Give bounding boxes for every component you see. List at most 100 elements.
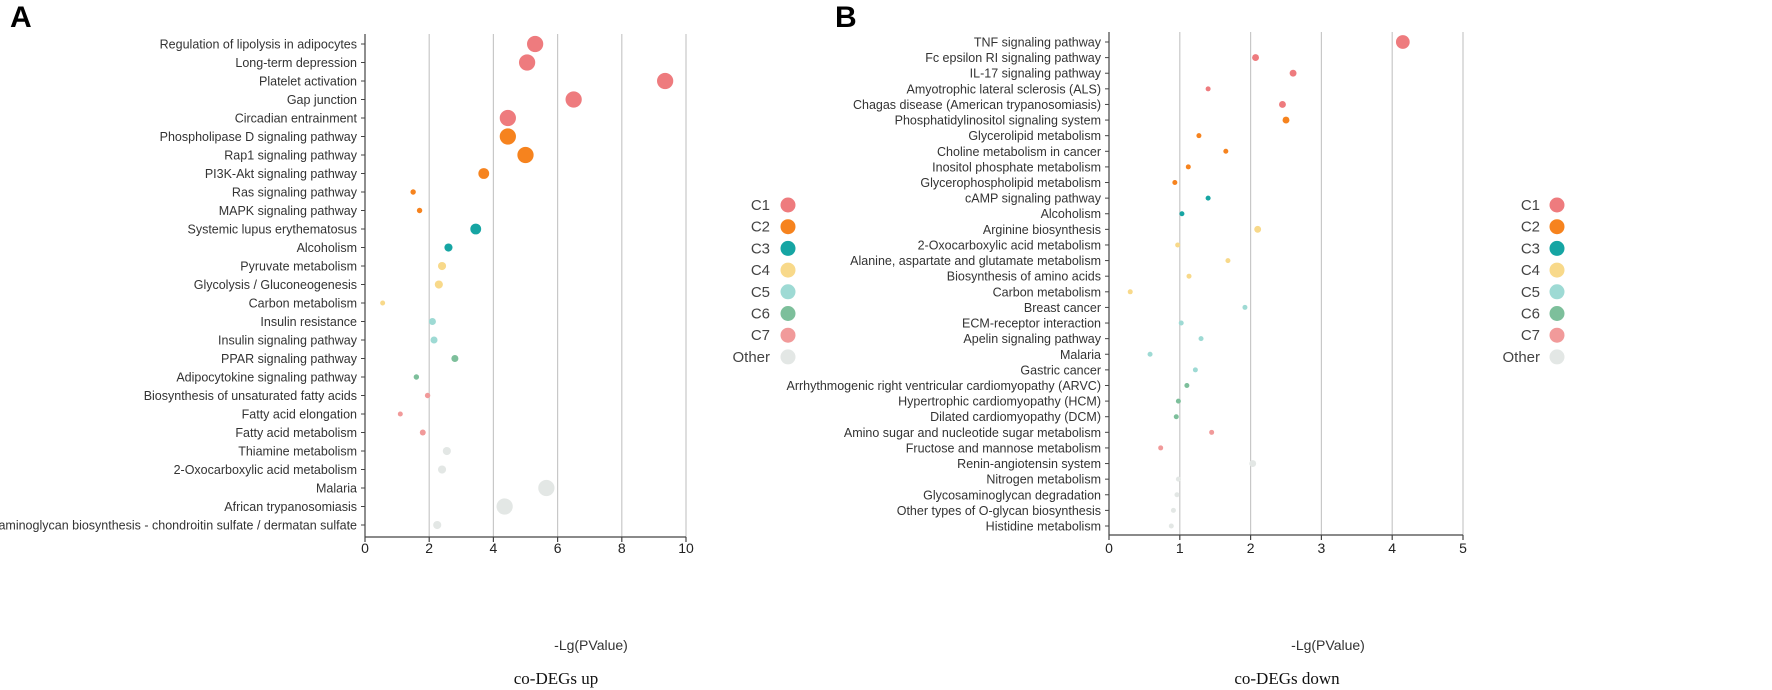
panel-b-point-breast-cancer [1242,304,1248,310]
panel-a-category-label: Biosynthesis of unsaturated fatty acids [144,389,357,403]
panel-b-legend-swatch-c7 [1549,327,1565,343]
panel-a-category-label: Thiamine metabolism [238,445,357,459]
panel-b-category-label: Other types of O-glycan biosynthesis [897,504,1101,518]
panel-a-legend-label-c2: C2 [751,219,770,236]
panel-b-category-label: Biosynthesis of amino acids [947,270,1101,284]
panel-b-point-fructose-and-mannose-metabolism [1158,445,1164,451]
panel-b-category-label: Glycerophospholipid metabolism [920,176,1101,190]
panel-a-category-label: Ras signaling pathway [232,186,358,200]
panel-a-point-2-oxocarboxylic-acid-metabolism [437,465,447,474]
panel-a-legend-swatch-c3 [780,240,796,256]
panel-b-point-2-oxocarboxylic-acid-metabolism [1175,242,1181,248]
panel-b-category-label: Phosphatidylinositol signaling system [895,114,1101,128]
panel-a-point-gap-junction [565,91,582,108]
panel-a-point-african-trypanosomiasis [496,498,513,515]
panel-a-legend-label-c3: C3 [751,240,770,257]
panel-a-point-thiamine-metabolism [442,446,451,456]
panel-a-point-rap1-signaling-pathway [517,146,534,164]
panel-a-category-label: African trypanosomiasis [224,500,357,514]
panel-b-category-label: Apelin signaling pathway [963,332,1101,346]
panel-b-point-arginine-biosynthesis [1254,225,1262,233]
panel-b-legend-swatch-other [1549,349,1565,365]
panel-a-category-label: Platelet activation [259,75,357,89]
panel-a-legend-swatch-c5 [780,284,796,300]
panel-b-point-hypertrophic-cardiomyopathy-hcm [1175,398,1181,404]
panel-a-legend-swatch-c2 [780,219,796,235]
panel-b-letter: B [835,1,857,34]
panel-a-category-label: Insulin resistance [260,315,357,329]
panel-b-subtitle: co-DEGs down [1234,669,1340,688]
panel-a-category-label: Alcoholism [297,241,357,255]
panel-b-legend-label-c1: C1 [1521,197,1540,214]
panel-a-x-tick-label: 0 [361,540,369,556]
panel-a-point-alcoholism [444,243,453,252]
panel-a-category-label: Adipocytokine signaling pathway [176,371,357,385]
panel-b-category-label: Dilated cardiomyopathy (DCM) [930,410,1101,424]
panel-b-legend-label-c3: C3 [1521,240,1540,257]
panel-a-point-carbon-metabolism [380,300,386,306]
panel-a-category-label: Fatty acid elongation [242,408,357,422]
panel-b-point-ecm-receptor-interaction [1178,320,1184,326]
panel-a-x-tick-label: 10 [678,540,694,556]
panel-a-point-adipocytokine-signaling-pathway [413,374,420,380]
panel-b-category-label: Arrhythmogenic right ventricular cardiom… [787,379,1101,393]
panel-b-category-label: Alanine, aspartate and glutamate metabol… [850,254,1101,268]
panel-a-point-insulin-resistance [428,317,436,326]
panel-b-x-tick-label: 3 [1318,540,1326,556]
panel-a-category-label: 2-Oxocarboxylic acid metabolism [174,463,357,477]
panel-b-category-label: Amino sugar and nucleotide sugar metabol… [844,426,1101,440]
panel-b-point-apelin-signaling-pathway [1198,336,1204,342]
panel-a-point-phospholipase-d-signaling-pathway [499,128,516,145]
panel-b-legend-swatch-c6 [1549,306,1565,321]
panel-a-category-label: Fatty acid metabolism [235,426,357,440]
panel-b-category-label: Alcoholism [1041,207,1101,221]
panel-b-legend-swatch-c5 [1549,284,1565,300]
panel-b-category-label: Choline metabolism in cancer [937,145,1101,159]
panel-b-point-tnf-signaling-pathway [1395,35,1410,49]
panel-b-point-biosynthesis-of-amino-acids [1186,273,1192,279]
panel-b-category-label: Glycerolipid metabolism [968,129,1101,143]
panel-b-point-amino-sugar-and-nucleotide-sugar-metabolism [1209,429,1215,435]
panel-a-category-label: Malaria [316,482,357,496]
panel-b-category-label: IL-17 signaling pathway [970,67,1102,81]
panel-a-point-biosynthesis-of-unsaturated-fatty-acids [424,392,431,399]
panel-b-point-phosphatidylinositol-signaling-system [1282,116,1290,124]
panel-b-point-carbon-metabolism [1127,289,1133,295]
panel-b-legend-label-other: Other [1502,349,1540,366]
panel-a-point-ras-signaling-pathway [410,189,416,195]
panel-b-point-glycosaminoglycan-degradation [1174,492,1180,498]
panel-b-category-label: Chagas disease (American trypanosomiasis… [853,98,1101,112]
panel-a-legend-label-c5: C5 [751,284,770,301]
panel-b-category-label: Amyotrophic lateral sclerosis (ALS) [906,82,1101,96]
panel-b-point-histidine-metabolism [1168,523,1174,529]
panel-a-point-glycosaminoglycan-biosynthesis-chondroitin-sulfate-dermatan-sulfate [433,520,442,530]
panel-b-point-dilated-cardiomyopathy-dcm [1173,414,1179,420]
panel-b-category-label: Fc epsilon RI signaling pathway [925,51,1102,65]
panel-b-point-choline-metabolism-in-cancer [1223,148,1229,154]
panel-a-legend-swatch-c7 [780,327,796,343]
panel-b-x-tick-label: 0 [1105,540,1113,556]
panel-a-legend-label-other: Other [732,349,770,366]
panel-a-category-label: Systemic lupus erythematosus [187,223,357,237]
panel-a-category-label: Circadian entrainment [235,112,358,126]
panel-a-point-insulin-signaling-pathway [430,336,438,344]
panel-a-category-label: Glycolysis / Gluconeogenesis [194,278,357,292]
panel-b-category-label: Renin-angiotensin system [957,457,1101,471]
panel-b-point-fc-epsilon-ri-signaling-pathway [1252,54,1259,62]
panel-a-category-label: Gap junction [287,93,357,107]
panel-b-x-tick-label: 2 [1247,540,1255,556]
panel-a-point-fatty-acid-elongation [397,411,403,417]
panel-b-point-malaria [1147,351,1153,357]
panel-a-category-label: Phospholipase D signaling pathway [160,130,358,144]
panel-b-point-renin-angiotensin-system [1249,460,1257,467]
panel-a-x-tick-label: 8 [618,540,626,556]
panel-a-point-mapk-signaling-pathway [416,207,423,214]
panel-a-category-label: PI3K-Akt signaling pathway [205,167,358,181]
panel-b-legend-swatch-c1 [1549,197,1565,213]
panel-b-category-label: Arginine biosynthesis [983,223,1101,237]
panel-b-point-glycerophospholipid-metabolism [1172,180,1178,186]
panel-b-legend-swatch-c3 [1549,240,1565,256]
panel-a-x-tick-label: 6 [554,540,562,556]
